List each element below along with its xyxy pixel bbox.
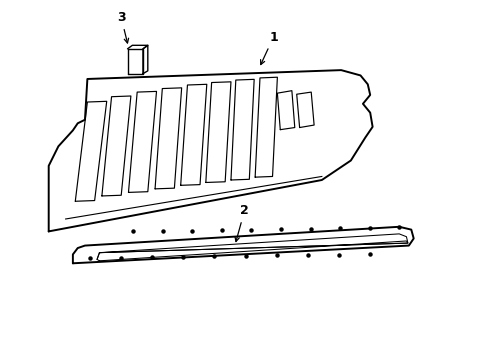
Text: 1: 1 [260, 31, 277, 64]
Text: 3: 3 [117, 11, 128, 43]
Text: 2: 2 [235, 204, 248, 242]
